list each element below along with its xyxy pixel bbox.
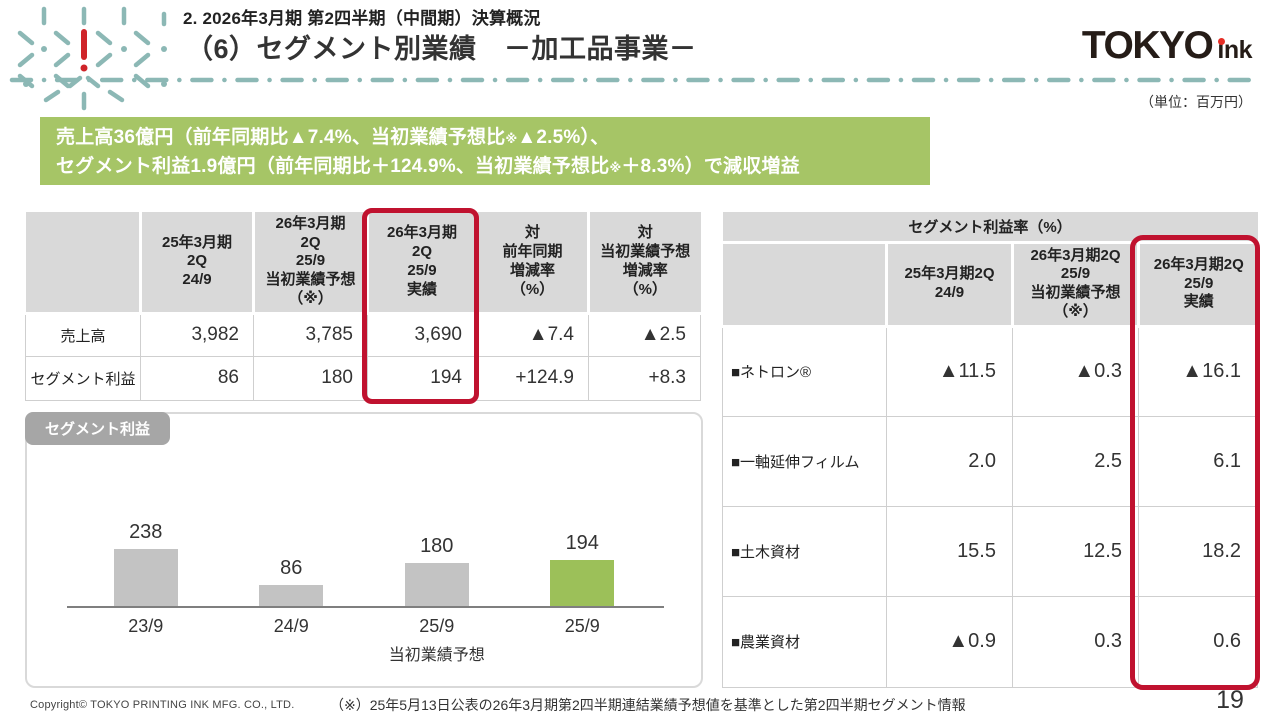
logo-tokyo-text: TOKYO bbox=[1081, 24, 1214, 67]
cell-value: 0.3 bbox=[1012, 595, 1139, 688]
bar-slot: 180 bbox=[364, 414, 510, 606]
row-label: セグメント利益 bbox=[25, 355, 141, 401]
cell-value: ▲0.3 bbox=[1012, 325, 1139, 417]
cell-value: +8.3 bbox=[588, 355, 701, 401]
page-number: 19 bbox=[1216, 686, 1244, 714]
summary-banner: 売上高36億円（前年同期比▲7.4%、当初業績予想比※▲2.5%）、 セグメント… bbox=[40, 117, 930, 185]
cell-value: ▲11.5 bbox=[886, 325, 1013, 417]
results-header-row: 25年3月期 2Q 24/9 26年3月期 2Q 25/9 当初業績予想 （※）… bbox=[25, 212, 701, 315]
table-row-netlon: ■ネトロン® ▲11.5 ▲0.3 ▲16.1 bbox=[722, 325, 1259, 417]
cell-value: +124.9 bbox=[476, 355, 589, 401]
chart-x-axis bbox=[67, 606, 664, 608]
unit-note: （単位：百万円） bbox=[1140, 94, 1252, 110]
col-header-highlighted: 26年3月期2Q 25/9 実績 bbox=[1138, 242, 1258, 328]
bar-value-label: 180 bbox=[420, 535, 454, 557]
bar-slot: 86 bbox=[219, 414, 365, 606]
cell-value: 3,785 bbox=[253, 312, 368, 357]
col-header: 対 前年同期 増減率 （%） bbox=[476, 212, 590, 315]
section-kicker: 2. 2026年3月期 第2四半期（中間期）決算概況 bbox=[183, 9, 541, 28]
company-logo: TOKYO ink bbox=[1030, 24, 1253, 68]
bar bbox=[259, 585, 324, 606]
cell-value: ▲7.4 bbox=[476, 312, 589, 357]
page-title: （6）セグメント別業績 －加工品事業－ bbox=[186, 34, 697, 64]
bar bbox=[113, 549, 178, 606]
table-row-segment-profit: セグメント利益 86 180 194 +124.9 +8.3 bbox=[25, 355, 701, 401]
row-label: ■一軸延伸フィルム bbox=[722, 415, 887, 507]
exclamation-icon bbox=[80, 29, 88, 72]
cell-value-highlighted: 6.1 bbox=[1137, 415, 1259, 507]
chart-title-chip: セグメント利益 bbox=[25, 412, 171, 445]
bar-slot: 194 bbox=[510, 414, 656, 606]
row-label: ■土木資材 bbox=[722, 505, 887, 597]
summary-line-1: 売上高36億円（前年同期比▲7.4%、当初業績予想比※▲2.5%）、 bbox=[56, 127, 610, 148]
logo-ink-text: ink bbox=[1217, 36, 1252, 64]
col-header: 26年3月期 2Q 25/9 当初業績予想 （※） bbox=[253, 212, 369, 315]
cell-value-highlighted: ▲16.1 bbox=[1137, 325, 1259, 417]
footnote-text: （※）25年5月13日公表の26年3月期第2四半期連結業績予想値を基準とした第2… bbox=[330, 697, 966, 713]
bar-value-label: 86 bbox=[280, 557, 303, 579]
table-row-uniaxial-film: ■一軸延伸フィルム 2.0 2.5 6.1 bbox=[722, 415, 1259, 507]
segment-profit-chart: セグメント利益 238 86 180 194 23/9 24/9 25/9 当初業績予想 25… bbox=[25, 412, 703, 688]
col-header-highlighted: 26年3月期 2Q 25/9 実績 bbox=[367, 212, 478, 315]
cell-value: 15.5 bbox=[886, 505, 1013, 597]
chart-bars: 238 86 180 194 bbox=[73, 414, 655, 606]
results-table: 25年3月期 2Q 24/9 26年3月期 2Q 25/9 当初業績予想 （※）… bbox=[25, 212, 701, 401]
cell-value: 12.5 bbox=[1012, 505, 1139, 597]
dash-dot-divider bbox=[9, 77, 1252, 83]
cell-value: 2.0 bbox=[886, 415, 1013, 507]
cell-value: 180 bbox=[253, 355, 368, 401]
cell-value-highlighted: 18.2 bbox=[1137, 505, 1259, 597]
brand-lattice-icon bbox=[17, 6, 167, 111]
cell-value-highlighted: 3,690 bbox=[367, 312, 477, 357]
cell-value: ▲0.9 bbox=[886, 595, 1013, 688]
cell-value: 3,982 bbox=[140, 312, 254, 357]
bar-x-label: 24/9 bbox=[273, 616, 309, 636]
cell-value-highlighted: 194 bbox=[367, 355, 477, 401]
logo-red-dot-icon bbox=[1218, 38, 1226, 45]
copyright-text: Copyright© TOKYO PRINTING INK MFG. CO., … bbox=[30, 699, 295, 711]
margin-table-banner-row: セグメント利益率（%） bbox=[722, 212, 1258, 244]
corner-cell bbox=[722, 242, 888, 328]
bar-value-label: 194 bbox=[565, 532, 599, 554]
bar bbox=[404, 563, 469, 606]
bar-slot: 238 bbox=[73, 414, 219, 606]
row-label: ■ネトロン® bbox=[722, 325, 887, 417]
table-row-sales: 売上高 3,982 3,785 3,690 ▲7.4 ▲2.5 bbox=[25, 312, 701, 357]
cell-value: 2.5 bbox=[1012, 415, 1139, 507]
col-header: 25年3月期2Q 24/9 bbox=[886, 242, 1014, 328]
table-row-agri-materials: ■農業資材 ▲0.9 0.3 0.6 bbox=[722, 595, 1259, 688]
margin-table-title: セグメント利益率（%） bbox=[722, 212, 1258, 244]
col-header: 25年3月期 2Q 24/9 bbox=[140, 212, 255, 315]
cell-value-highlighted: 0.6 bbox=[1137, 595, 1259, 688]
row-label: 売上高 bbox=[25, 312, 141, 357]
row-label: ■農業資材 bbox=[722, 595, 887, 688]
margin-header-row: 25年3月期2Q 24/9 26年3月期2Q 25/9 当初業績予想 （※） 2… bbox=[722, 242, 1258, 328]
chart-x-labels: 23/9 24/9 25/9 当初業績予想 25/9 bbox=[73, 616, 655, 665]
cell-value: 86 bbox=[140, 355, 254, 401]
segment-margin-table: セグメント利益率（%） 25年3月期2Q 24/9 26年3月期2Q 25/9 … bbox=[722, 212, 1259, 688]
bar bbox=[550, 560, 615, 606]
col-header: 26年3月期2Q 25/9 当初業績予想 （※） bbox=[1012, 242, 1140, 328]
bar-x-label: 23/9 bbox=[128, 616, 164, 636]
bar-x-label: 25/9 bbox=[564, 616, 600, 636]
cell-value: ▲2.5 bbox=[588, 312, 701, 357]
summary-line-2: セグメント利益1.9億円（前年同期比＋124.9%、当初業績予想比※＋8.3%）… bbox=[56, 156, 800, 177]
bar-x-label: 25/9 当初業績予想 bbox=[388, 616, 485, 664]
corner-cell bbox=[25, 212, 142, 315]
bar-value-label: 238 bbox=[129, 521, 163, 543]
col-header: 対 当初業績予想 増減率 （%） bbox=[588, 212, 701, 315]
table-row-civil-materials: ■土木資材 15.5 12.5 18.2 bbox=[722, 505, 1259, 597]
